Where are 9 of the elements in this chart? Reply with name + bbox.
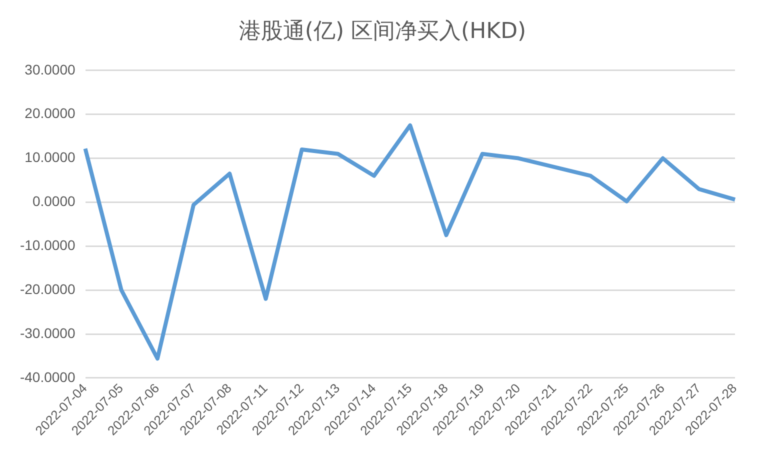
y-tick-label: 0.0000	[32, 193, 76, 210]
y-tick-label: -40.0000	[20, 368, 76, 385]
y-tick-label: 10.0000	[24, 149, 76, 166]
y-tick-label: -10.0000	[20, 237, 76, 253]
y-tick-label: -30.0000	[20, 324, 76, 341]
y-tick-label: 30.0000	[24, 61, 76, 78]
y-tick-label: 20.0000	[24, 105, 76, 122]
y-tick-label: -20.0000	[20, 280, 76, 297]
chart-title: 港股通(亿) 区间净买入(HKD)	[238, 18, 528, 46]
